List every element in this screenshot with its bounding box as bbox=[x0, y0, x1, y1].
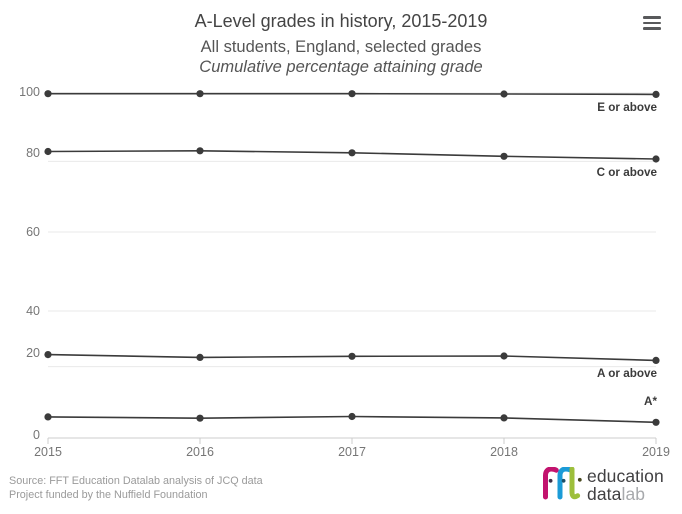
svg-text:C or above: C or above bbox=[597, 166, 658, 179]
svg-text:40: 40 bbox=[26, 304, 40, 318]
svg-text:E or above: E or above bbox=[597, 101, 657, 114]
svg-text:2016: 2016 bbox=[186, 445, 214, 459]
svg-text:60: 60 bbox=[26, 225, 40, 239]
svg-text:100: 100 bbox=[19, 85, 40, 99]
svg-text:80: 80 bbox=[26, 146, 40, 160]
svg-text:2019: 2019 bbox=[642, 445, 670, 459]
svg-text:A*: A* bbox=[644, 395, 657, 408]
svg-text:2017: 2017 bbox=[338, 445, 366, 459]
svg-text:2018: 2018 bbox=[490, 445, 518, 459]
svg-text:20: 20 bbox=[26, 346, 40, 360]
svg-text:A or above: A or above bbox=[597, 367, 657, 380]
svg-text:2015: 2015 bbox=[34, 445, 62, 459]
svg-text:0: 0 bbox=[33, 428, 40, 442]
